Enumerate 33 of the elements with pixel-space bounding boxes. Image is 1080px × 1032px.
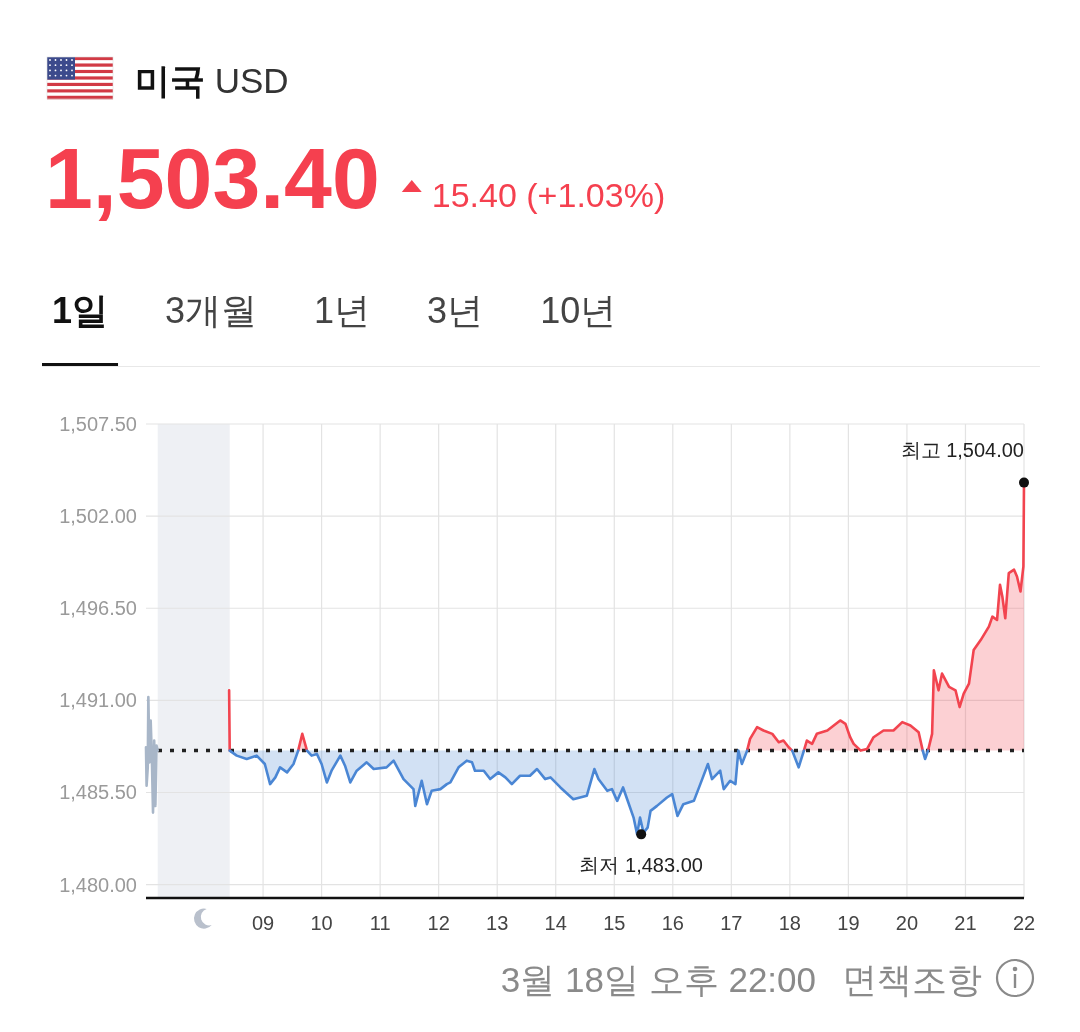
y-tick-label: 1,491.00 — [59, 689, 137, 712]
x-tick-label: 22 — [1012, 912, 1036, 934]
x-tick-label: 14 — [544, 912, 567, 934]
text: 15.40 (+1.03%) — [431, 176, 666, 214]
annotation: 최고 1,504.00 — [900, 438, 1024, 461]
chart-subtitle: 1,503.40 — [45, 130, 380, 226]
text: 1년 — [314, 290, 371, 331]
x-tick-label: 11 — [369, 912, 391, 934]
text: 3개월 — [165, 290, 258, 331]
text: 3년 — [427, 290, 484, 331]
x-tick-label: 09 — [251, 912, 275, 934]
x-tick-label: 12 — [427, 912, 450, 934]
x-tick-label: 17 — [720, 912, 743, 934]
line-series — [144, 695, 160, 814]
x-tick-label: 18 — [778, 912, 801, 934]
x-tick-label: 15 — [603, 912, 626, 934]
text: 면책조항 — [842, 960, 982, 999]
chart-title: 미국 USD — [135, 61, 289, 100]
y-tick-label: 1,485.50 — [59, 781, 137, 804]
x-tick-label: 13 — [486, 912, 509, 934]
x-tick-label: 19 — [837, 912, 860, 934]
y-tick-label: 1,480.00 — [59, 873, 137, 896]
text: 3월 18일 오후 22:00 — [500, 960, 816, 999]
x-tick-label: 10 — [310, 912, 333, 934]
x-tick-label: 20 — [895, 912, 919, 934]
y-tick-label: 1,507.50 — [59, 413, 137, 435]
annotation: 최저 1,483.00 — [579, 854, 703, 877]
text: 10년 — [540, 290, 617, 331]
y-tick-label: 1,496.50 — [59, 597, 137, 620]
y-tick-label: 1,502.00 — [59, 505, 137, 528]
x-tick-label: 16 — [661, 912, 684, 934]
x-tick-label: 21 — [954, 912, 977, 934]
text: 1일 — [52, 290, 109, 331]
